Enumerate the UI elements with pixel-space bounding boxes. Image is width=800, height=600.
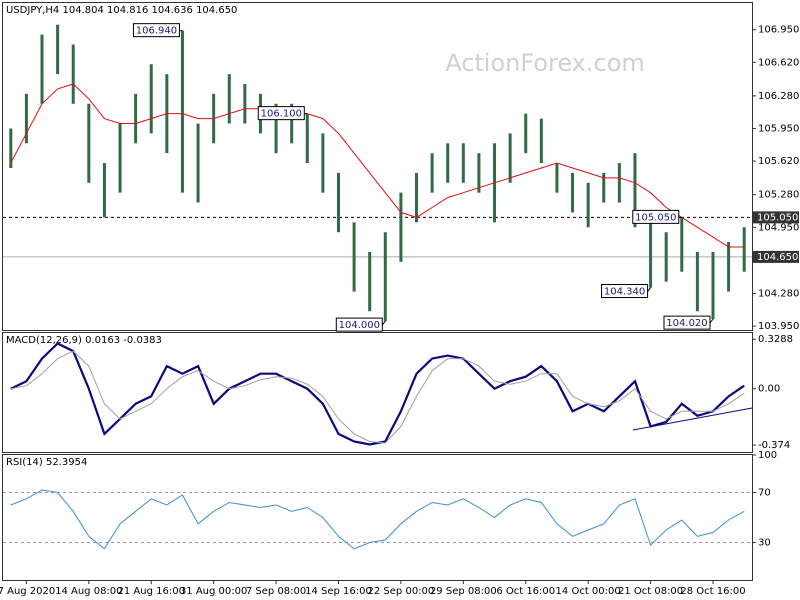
x-tick-label: 7 Sep 08:00 [246,586,306,597]
y-tick-label: 106.950 [758,25,799,36]
annotation-box [601,284,649,299]
annotation-box [663,315,711,330]
annotation-label: 104.000 [339,320,380,331]
rsi-panel-border [2,454,753,581]
x-tick-label: 6 Oct 16:00 [496,586,555,597]
macd-line [10,342,745,446]
x-tick-label: 22 Sep 00:00 [368,586,435,597]
y-tick-label: 103.950 [758,321,799,332]
rsi-title: RSI(14) 52.3954 [6,457,87,468]
annotation-label: 106.940 [136,26,177,37]
macd-title: MACD(12,26,9) 0.0163 -0.0383 [6,335,162,346]
y-tick-label: 70 [758,488,771,499]
annotation-label: 104.340 [604,287,645,298]
x-tick-label: 29 Sep 08:00 [430,586,497,597]
x-tick-label: 21 Aug 16:00 [118,586,185,597]
annotation-box [257,106,305,121]
x-tick-label: 7 Aug 2020 [0,586,55,597]
y-tick-label: 105.620 [758,156,799,167]
price-level-label: 105.050 [757,212,798,223]
price-title: USDJPY,H4 104.804 104.816 104.636 104.65… [6,5,237,16]
y-tick-label: 105.950 [758,123,799,134]
price-level-box [753,211,799,224]
price-level-label: 104.650 [757,252,798,263]
rsi-line [10,489,745,550]
annotation-box [632,209,680,224]
y-tick-label: 105.280 [758,190,799,201]
y-tick-label: 0.3288 [758,334,793,345]
macd-panel-border [2,332,753,453]
y-tick-label: 104.950 [758,222,799,233]
annotation-label: 106.100 [261,109,302,120]
y-tick-label: 104.280 [758,288,799,299]
annotation-box [132,23,180,38]
x-tick-label: 21 Oct 08:00 [618,586,683,597]
y-tick-label: 106.620 [758,57,799,68]
x-tick-label: 28 Oct 16:00 [680,586,745,597]
y-tick-label: 100 [758,450,777,461]
annotation-label: 105.050 [635,212,676,223]
y-tick-label: 106.280 [758,91,799,102]
y-tick-label: 30 [758,538,771,549]
price-level-box [753,250,799,263]
x-tick-label: 14 Sep 16:00 [305,586,372,597]
moving-average [10,83,745,248]
y-tick-label: 0.00 [758,384,780,395]
x-tick-label: 14 Aug 08:00 [55,586,122,597]
annotation-box [335,317,383,332]
y-tick-label: -0.374 [758,440,790,451]
x-tick-label: 31 Aug 00:00 [180,586,247,597]
annotation-label: 104.020 [666,318,707,329]
watermark: ActionForex.com [445,49,645,77]
macd-line [10,350,745,444]
x-tick-label: 14 Oct 00:00 [556,586,621,597]
